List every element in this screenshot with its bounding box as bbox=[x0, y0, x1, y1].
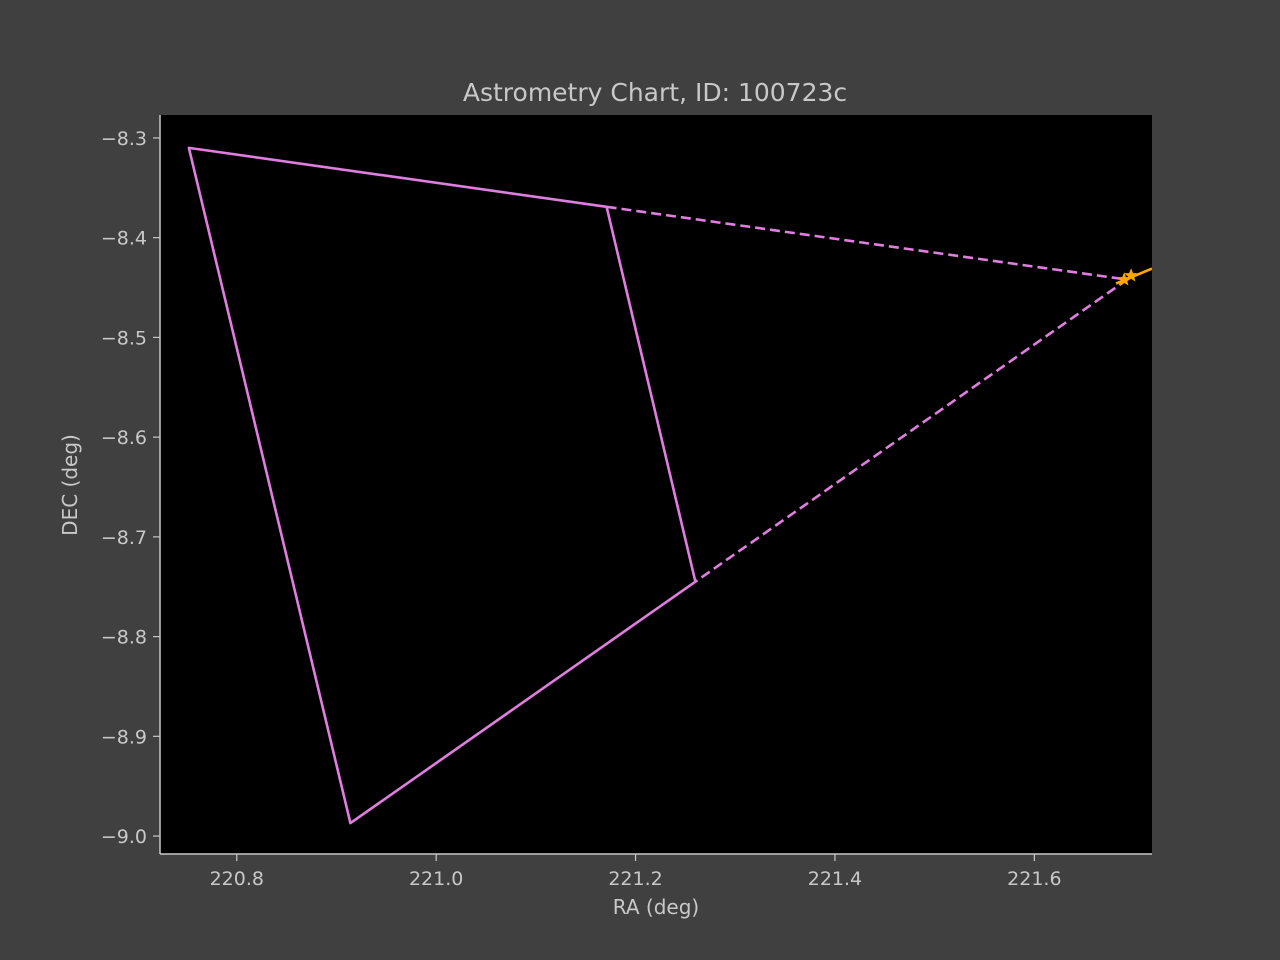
star-marker bbox=[1124, 268, 1139, 282]
x-ticks: 220.8 221.0 221.2 221.4 221.6 bbox=[210, 854, 1062, 890]
x-tick-label: 221.0 bbox=[409, 868, 463, 890]
y-tick-label: −8.8 bbox=[101, 627, 147, 649]
y-axis-label: DEC (deg) bbox=[58, 434, 82, 536]
x-tick-label: 220.8 bbox=[210, 868, 264, 890]
series-layer bbox=[187, 146, 1152, 825]
y-tick-label: −8.6 bbox=[101, 427, 147, 449]
outline-series bbox=[187, 146, 697, 825]
y-ticks: −8.3 −8.4 −8.5 −8.6 −8.7 −8.8 −8.9 −9.0 bbox=[101, 128, 160, 848]
y-tick-label: −8.3 bbox=[101, 128, 147, 150]
y-tick-label: −9.0 bbox=[101, 826, 147, 848]
y-tick-label: −8.7 bbox=[101, 527, 147, 549]
x-tick-label: 221.2 bbox=[608, 868, 662, 890]
x-tick-label: 221.4 bbox=[808, 868, 862, 890]
y-tick-label: −8.4 bbox=[101, 228, 147, 250]
x-tick-label: 221.6 bbox=[1007, 868, 1061, 890]
y-tick-label: −8.9 bbox=[101, 726, 147, 748]
chart-title: Astrometry Chart, ID: 100723c bbox=[463, 78, 847, 107]
plot-area bbox=[160, 115, 1152, 854]
y-tick-label: −8.5 bbox=[101, 327, 147, 349]
x-axis-label: RA (deg) bbox=[613, 895, 699, 919]
